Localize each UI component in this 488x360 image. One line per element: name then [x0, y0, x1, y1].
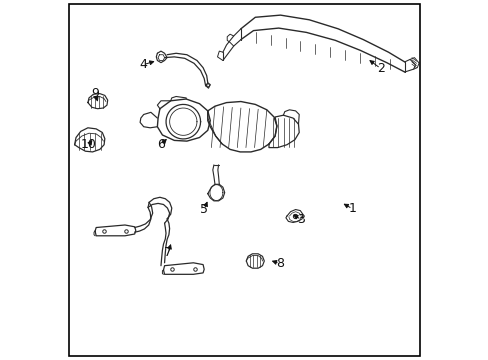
Text: 7: 7: [164, 246, 172, 259]
Text: 10: 10: [81, 138, 97, 151]
Text: 1: 1: [348, 202, 356, 215]
Text: 9: 9: [91, 87, 99, 100]
Text: 3: 3: [297, 213, 305, 226]
Text: 6: 6: [157, 138, 164, 151]
Text: 5: 5: [200, 203, 208, 216]
Text: 2: 2: [376, 62, 384, 75]
Text: 4: 4: [139, 58, 146, 71]
Text: 8: 8: [275, 257, 283, 270]
